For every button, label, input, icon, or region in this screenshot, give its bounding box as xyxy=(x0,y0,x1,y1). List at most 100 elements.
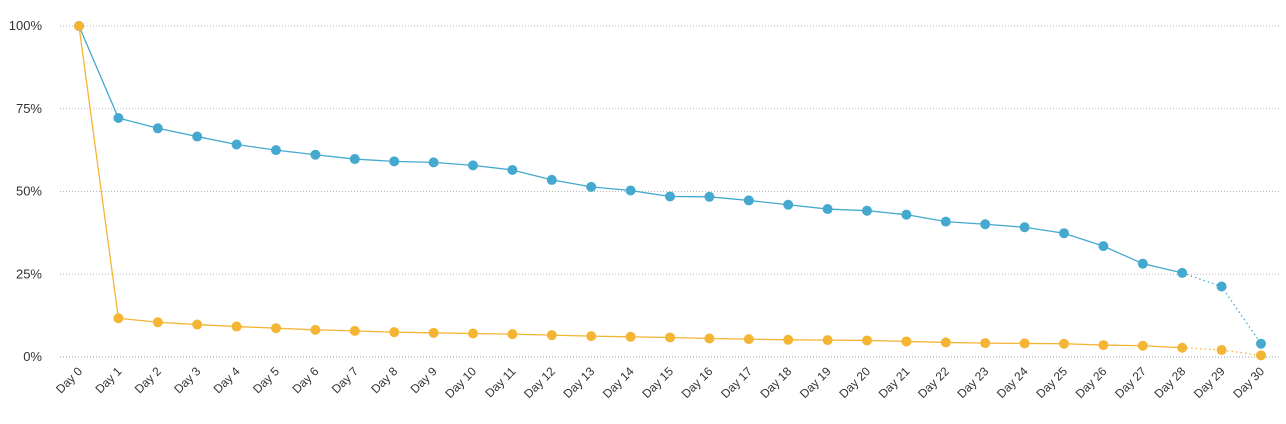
data-point[interactable] xyxy=(1098,340,1109,351)
data-point[interactable] xyxy=(783,334,794,345)
y-tick-label: 100% xyxy=(9,18,43,33)
data-point[interactable] xyxy=(113,313,124,324)
x-tick-label: Day 17 xyxy=(718,364,755,401)
data-point[interactable] xyxy=(113,113,124,124)
data-point[interactable] xyxy=(743,334,754,345)
x-tick-label: Day 24 xyxy=(994,364,1031,401)
series-1 xyxy=(74,21,1266,349)
y-tick-label: 25% xyxy=(16,266,42,281)
data-point[interactable] xyxy=(586,181,597,192)
data-point[interactable] xyxy=(1177,267,1188,278)
x-tick-label: Day 27 xyxy=(1112,364,1149,401)
data-point[interactable] xyxy=(1059,338,1069,349)
data-point[interactable] xyxy=(980,338,991,349)
series-lines xyxy=(74,21,1266,361)
x-tick-label: Day 4 xyxy=(211,364,243,396)
y-tick-label: 0% xyxy=(23,349,42,364)
data-point[interactable] xyxy=(665,191,675,202)
data-point[interactable] xyxy=(862,335,872,346)
x-tick-label: Day 10 xyxy=(442,364,479,401)
data-point[interactable] xyxy=(1216,345,1227,356)
data-point[interactable] xyxy=(1177,342,1188,353)
data-point[interactable] xyxy=(468,160,478,171)
x-tick-label: Day 11 xyxy=(482,364,518,400)
data-point[interactable] xyxy=(704,333,715,344)
x-tick-label: Day 26 xyxy=(1073,364,1110,401)
x-tick-label: Day 3 xyxy=(171,364,203,396)
x-tick-label: Day 8 xyxy=(368,364,400,396)
x-tick-label: Day 12 xyxy=(521,364,558,401)
data-point[interactable] xyxy=(389,156,400,167)
x-tick-label: Day 21 xyxy=(876,364,913,401)
data-point[interactable] xyxy=(507,164,518,175)
x-axis-ticks: Day 0 Day 1 Day 2 Day 3 Day 4 Day 5 Day 6 Day 7… xyxy=(53,364,1267,401)
x-tick-label: Day 7 xyxy=(329,364,361,396)
data-point[interactable] xyxy=(231,139,242,150)
x-tick-label: Day 20 xyxy=(836,364,873,401)
data-point[interactable] xyxy=(822,335,833,346)
data-point[interactable] xyxy=(862,205,872,216)
data-point[interactable] xyxy=(310,149,321,160)
data-point[interactable] xyxy=(1019,338,1030,349)
data-point[interactable] xyxy=(940,216,951,227)
data-point[interactable] xyxy=(349,154,360,165)
data-point[interactable] xyxy=(231,321,242,332)
data-point[interactable] xyxy=(822,204,833,215)
data-point[interactable] xyxy=(546,330,557,341)
data-point[interactable] xyxy=(1059,228,1069,239)
data-point[interactable] xyxy=(901,336,912,347)
data-point[interactable] xyxy=(940,337,951,348)
data-point[interactable] xyxy=(1216,281,1227,292)
series-2 xyxy=(74,21,1266,361)
x-tick-label: Day 19 xyxy=(797,364,834,401)
data-point[interactable] xyxy=(192,131,203,142)
x-tick-label: Day 14 xyxy=(600,364,637,401)
series-line xyxy=(78,25,1183,274)
x-tick-label: Day 5 xyxy=(250,364,282,396)
data-point[interactable] xyxy=(743,195,754,206)
data-point[interactable] xyxy=(1256,350,1266,361)
data-point[interactable] xyxy=(152,123,163,134)
x-tick-label: Day 6 xyxy=(289,364,321,396)
x-tick-label: Day 28 xyxy=(1152,364,1189,401)
x-tick-label: Day 25 xyxy=(1033,364,1070,401)
data-point[interactable] xyxy=(349,325,360,336)
data-point[interactable] xyxy=(1137,340,1148,351)
data-point[interactable] xyxy=(271,323,281,334)
x-tick-label: Day 30 xyxy=(1230,364,1267,401)
x-tick-label: Day 0 xyxy=(53,364,85,396)
x-tick-label: Day 9 xyxy=(408,364,440,396)
data-point[interactable] xyxy=(428,327,439,338)
x-tick-label: Day 23 xyxy=(955,364,992,401)
data-point[interactable] xyxy=(586,331,597,342)
data-point[interactable] xyxy=(152,317,163,328)
data-point[interactable] xyxy=(665,332,675,343)
data-point[interactable] xyxy=(546,174,557,185)
data-point[interactable] xyxy=(468,328,478,339)
y-axis-ticks: 0% 25% 50% 75% 100% xyxy=(9,18,43,364)
data-point[interactable] xyxy=(783,199,794,210)
x-tick-label: Day 18 xyxy=(758,364,795,401)
x-tick-label: Day 22 xyxy=(915,364,952,401)
data-point[interactable] xyxy=(74,21,84,31)
data-point[interactable] xyxy=(625,331,636,342)
data-point[interactable] xyxy=(1019,222,1030,233)
data-point[interactable] xyxy=(1137,258,1148,269)
data-point[interactable] xyxy=(625,185,636,196)
x-tick-label: Day 13 xyxy=(561,364,598,401)
data-point[interactable] xyxy=(507,329,518,340)
data-point[interactable] xyxy=(310,324,321,335)
data-point[interactable] xyxy=(271,145,281,156)
data-point[interactable] xyxy=(428,157,439,168)
data-point[interactable] xyxy=(389,327,400,338)
x-tick-label: Day 29 xyxy=(1191,364,1228,401)
data-point[interactable] xyxy=(192,319,203,330)
data-point[interactable] xyxy=(980,219,991,230)
data-point[interactable] xyxy=(1098,241,1109,252)
data-point[interactable] xyxy=(1256,338,1266,349)
y-tick-label: 75% xyxy=(16,101,42,116)
data-point[interactable] xyxy=(704,191,715,202)
data-point[interactable] xyxy=(901,209,912,220)
x-tick-label: Day 2 xyxy=(132,364,164,396)
